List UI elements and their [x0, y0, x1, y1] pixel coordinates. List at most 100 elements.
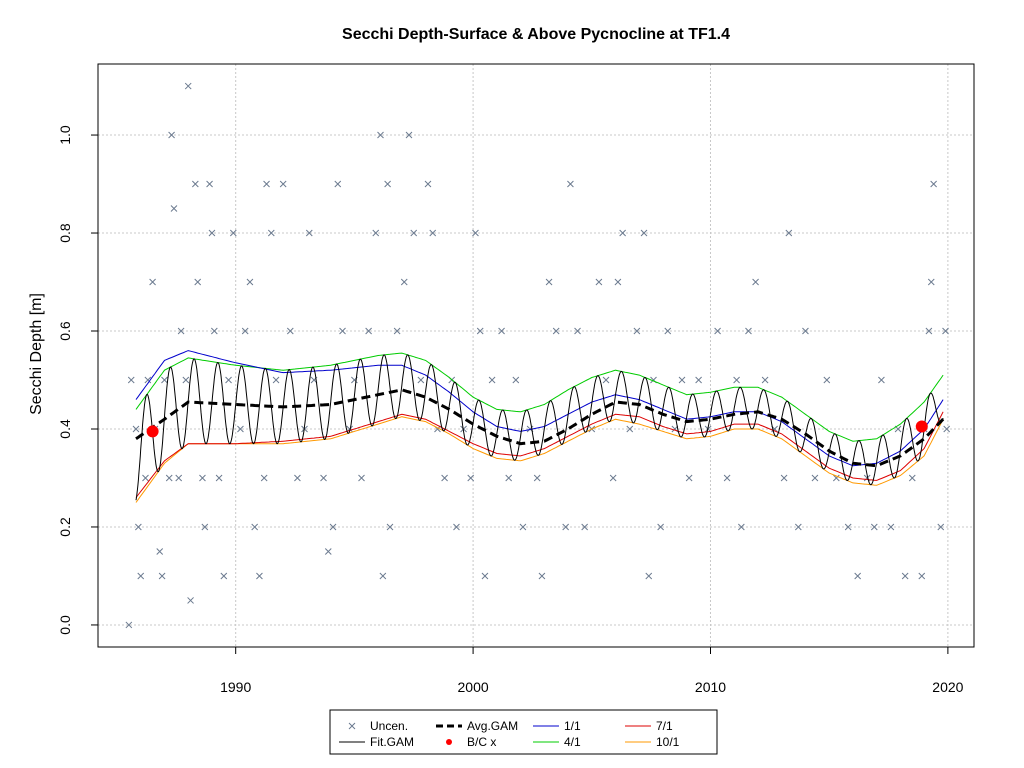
uncen-point — [358, 474, 365, 482]
uncen-point — [854, 572, 862, 580]
uncen-point — [260, 474, 268, 482]
legend-label: 4/1 — [564, 735, 581, 749]
uncen-point — [199, 474, 206, 482]
uncen-point — [201, 523, 209, 531]
uncen-point — [574, 327, 581, 335]
uncen-point — [305, 229, 313, 237]
uncen-point — [125, 621, 133, 629]
uncen-point — [393, 327, 401, 335]
uncen-point — [761, 376, 769, 384]
series-line-avg-gam — [135, 388, 945, 468]
uncen-point — [329, 523, 337, 531]
uncen-point — [210, 327, 218, 335]
uncen-point — [552, 327, 560, 335]
uncen-point — [379, 572, 387, 580]
uncen-point — [752, 278, 759, 286]
uncen-point — [175, 474, 183, 482]
uncen-point — [177, 327, 185, 335]
uncen-point — [279, 180, 287, 188]
uncen-point — [908, 474, 916, 482]
uncen-point — [723, 474, 731, 482]
uncen-point — [901, 572, 909, 580]
uncen-point — [505, 474, 513, 482]
uncen-point — [241, 327, 249, 335]
uncen-point — [878, 376, 885, 384]
legend-label: 10/1 — [656, 735, 680, 749]
uncen-point — [424, 180, 432, 188]
uncen-point — [410, 229, 418, 237]
uncen-point — [745, 327, 752, 335]
uncen-point — [640, 229, 648, 237]
chart-title: Secchi Depth-Surface & Above Pycnocline … — [342, 26, 730, 43]
uncen-point — [927, 278, 935, 286]
series-line-7-1 — [135, 411, 944, 498]
grid — [98, 64, 974, 647]
uncen-point — [519, 523, 527, 531]
legend-symbol — [348, 722, 356, 730]
uncen-point — [263, 180, 270, 188]
uncen-point — [208, 229, 216, 237]
uncen-point — [339, 327, 346, 335]
uncen-point — [562, 523, 570, 531]
uncen-point — [135, 523, 142, 531]
uncen-point — [220, 572, 228, 580]
uncen-point — [365, 327, 372, 335]
uncen-point — [384, 180, 391, 188]
y-tick-label: 0.8 — [57, 223, 73, 243]
uncen-point — [488, 376, 496, 384]
y-tick-label: 0.4 — [57, 419, 73, 439]
uncen-point — [225, 376, 232, 384]
uncen-point — [372, 229, 380, 237]
uncen-point — [832, 474, 840, 482]
uncen-point — [581, 523, 589, 531]
legend-box — [329, 709, 718, 755]
bc-point — [915, 420, 928, 433]
uncen-point — [870, 523, 878, 531]
y-tick-label: 0.6 — [57, 321, 73, 341]
uncen-point — [246, 278, 254, 286]
uncen-point — [481, 572, 489, 580]
bc-point — [146, 425, 159, 438]
uncen-point — [256, 572, 263, 580]
uncen-point — [633, 327, 641, 335]
uncen-point — [184, 82, 192, 90]
y-tick-label: 0.0 — [57, 615, 73, 635]
uncen-point — [267, 229, 275, 237]
legend-label: Uncen. — [370, 719, 408, 733]
uncen-point — [286, 327, 294, 335]
uncen-point — [602, 376, 610, 384]
uncen-point — [925, 327, 933, 335]
x-tick-label: 2000 — [458, 679, 489, 695]
uncen-point — [645, 572, 653, 580]
uncen-point — [685, 474, 693, 482]
uncen-point — [512, 376, 520, 384]
uncen-point — [545, 278, 553, 286]
uncen-point — [377, 131, 384, 139]
uncen-point — [737, 523, 745, 531]
plot-frame — [97, 63, 975, 648]
uncen-point — [156, 548, 164, 555]
uncen-point — [714, 327, 721, 335]
y-tick-label: 0.2 — [57, 517, 73, 537]
series-line-fit-gam — [135, 354, 944, 501]
x-tick-label: 2010 — [695, 679, 726, 695]
uncen-point — [206, 180, 213, 188]
uncen-point — [229, 229, 237, 237]
uncen-point — [441, 474, 448, 482]
uncen-point — [170, 205, 178, 212]
uncen-point — [320, 474, 327, 482]
uncen-point — [942, 327, 949, 335]
uncen-point — [823, 376, 831, 384]
uncen-point — [324, 548, 332, 555]
uncen-point — [887, 523, 895, 531]
legend-symbol — [446, 739, 452, 745]
uncen-point — [678, 376, 686, 384]
uncen-point — [132, 425, 140, 433]
uncen-point — [417, 376, 425, 384]
uncen-point — [538, 572, 546, 580]
uncen-point — [187, 597, 194, 604]
legend-label: B/C x — [467, 735, 496, 749]
uncen-point — [785, 229, 793, 237]
uncen-point — [476, 327, 484, 335]
uncen-point — [215, 474, 223, 482]
